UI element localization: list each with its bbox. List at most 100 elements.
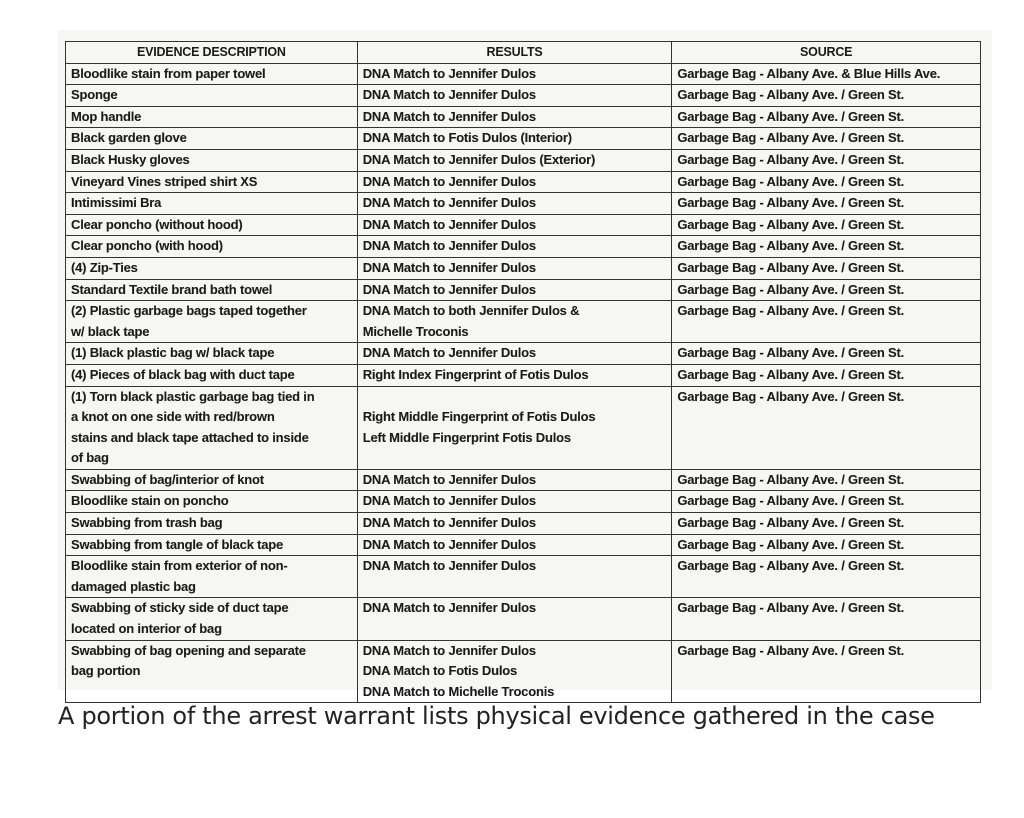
table-row: Clear poncho (without hood) DNA Match to … — [65, 213, 981, 237]
cell-line: DNA Match to both Jennifer Dulos & — [362, 303, 580, 319]
cell-line: Garbage Bag - Albany Ave. / Green St. — [677, 173, 905, 189]
table-row: Black Husky gloves DNA Match to Jennifer … — [65, 148, 981, 172]
cell-line: Right Middle Fingerprint of Fotis Dulos — [362, 409, 596, 425]
cell-line: Garbage Bag - Albany Ave. / Green St. — [677, 345, 905, 361]
results-cell: DNA Match to Jennifer Dulos — [356, 235, 673, 258]
evidence-description-cell: Clear poncho (with hood) — [65, 235, 358, 258]
cell-line: (1) Black plastic bag w/ black tape — [71, 345, 275, 361]
cell-line: Intimissimi Bra — [71, 195, 162, 211]
cell-line: Garbage Bag - Albany Ave. / Green St. — [677, 151, 905, 167]
header-row: EVIDENCE DESCRIPTION RESULTS SOURCE — [65, 41, 981, 64]
evidence-description-cell: Swabbing from tangle of black tape — [65, 533, 358, 557]
cell-line: Garbage Bag - Albany Ave. / Green St. — [677, 87, 905, 103]
cell-line: (2) Plastic garbage bags taped together — [71, 303, 307, 319]
cell-line: Garbage Bag - Albany Ave. / Green St. — [677, 493, 905, 509]
cell-line: Bloodlike stain from paper towel — [71, 65, 266, 81]
cell-line: Garbage Bag - Albany Ave. / Green St. — [677, 195, 905, 211]
cell-line: DNA Match to Jennifer Dulos — [362, 238, 537, 254]
evidence-description-cell: Clear poncho (without hood) — [65, 213, 358, 237]
evidence-description-cell: Swabbing from trash bag — [65, 512, 358, 535]
source-cell: Garbage Bag - Albany Ave. / Green St. — [671, 533, 981, 557]
table-row: (1) Torn black plastic garbage bag tied … — [65, 385, 981, 470]
cell-line: Standard Textile brand bath towel — [71, 281, 273, 297]
cell-line: Swabbing of bag/interior of knot — [71, 471, 264, 487]
cell-line: Garbage Bag - Albany Ave. / Green St. — [677, 303, 905, 319]
cell-line: DNA Match to Jennifer Dulos — [362, 515, 537, 531]
results-cell: DNA Match to Jennifer Dulos — [356, 512, 673, 535]
cell-line: Garbage Bag - Albany Ave. / Green St. — [677, 281, 905, 297]
source-cell: Garbage Bag - Albany Ave. / Green St. — [671, 235, 981, 258]
cell-line: Garbage Bag - Albany Ave. / Green St. — [677, 216, 905, 232]
table-row: Intimissimi Bra DNA Match to Jennifer Dul… — [65, 192, 981, 215]
results-cell: DNA Match to Jennifer Dulos — [356, 105, 673, 129]
cell-line: DNA Match to Jennifer Dulos — [362, 216, 537, 232]
cell-line: Black garden glove — [71, 130, 187, 146]
source-cell: Garbage Bag - Albany Ave. / Green St. — [671, 105, 981, 129]
table-row: Bloodlike stain from paper towel DNA Matc… — [65, 62, 981, 86]
cell-line: DNA Match to Jennifer Dulos — [362, 493, 537, 509]
cell-line: Michelle Troconis — [362, 323, 469, 339]
cell-line: bag portion — [71, 663, 141, 679]
evidence-description-cell: (1) Torn black plastic garbage bag tied … — [65, 385, 358, 470]
source-cell: Garbage Bag - Albany Ave. / Green St. — [671, 256, 981, 280]
cell-line: Right Index Fingerprint of Fotis Dulos — [362, 366, 589, 382]
cell-line: Swabbing of bag opening and separate — [71, 642, 306, 658]
cell-line: Clear poncho (without hood) — [71, 216, 243, 232]
cell-line: DNA Match to Jennifer Dulos (Exterior) — [362, 151, 596, 167]
cell-line: of bag — [71, 450, 109, 466]
evidence-description-cell: Bloodlike stain on poncho — [65, 490, 358, 514]
cell-line: Bloodlike stain from exterior of non- — [71, 558, 288, 574]
source-cell: Garbage Bag - Albany Ave. / Green St. — [671, 385, 981, 470]
evidence-description-cell: Swabbing of bag/interior of knot — [65, 468, 358, 492]
cell-line: DNA Match to Michelle Troconis — [362, 683, 555, 699]
table-row: (1) Black plastic bag w/ black tape DNA M… — [65, 342, 981, 365]
cell-line: Garbage Bag - Albany Ave. / Green St. — [677, 536, 905, 552]
cell-line: Swabbing from trash bag — [71, 515, 223, 531]
evidence-description-cell: Black garden glove — [65, 127, 358, 150]
source-cell: Garbage Bag - Albany Ave. / Green St. — [671, 597, 981, 641]
cell-line: DNA Match to Jennifer Dulos — [362, 173, 537, 189]
cell-line: located on interior of bag — [71, 621, 222, 637]
source-cell: Garbage Bag - Albany Ave. / Green St. — [671, 490, 981, 514]
cell-line: DNA Match to Fotis Dulos (Interior) — [362, 130, 572, 146]
evidence-description-cell: Bloodlike stain from paper towel — [65, 62, 358, 86]
evidence-table: EVIDENCE DESCRIPTION RESULTS SOURCE Bloo… — [65, 41, 981, 704]
table-row: Vineyard Vines striped shirt XS DNA Match… — [65, 170, 981, 194]
results-cell: DNA Match to Jennifer Dulos — [356, 213, 673, 237]
results-cell: DNA Match to Fotis Dulos (Interior) — [356, 127, 673, 150]
evidence-description-cell: Swabbing of sticky side of duct tape loca… — [65, 597, 358, 641]
cell-line: Swabbing from tangle of black tape — [71, 536, 284, 552]
results-cell: DNA Match to Jennifer Dulos (Exterior) — [356, 148, 673, 172]
evidence-description-cell: (4) Zip-Ties — [65, 256, 358, 280]
cell-line: (4) Pieces of black bag with duct tape — [71, 366, 295, 382]
cell-line: Garbage Bag - Albany Ave. / Green St. — [677, 108, 905, 124]
cell-line: (1) Torn black plastic garbage bag tied … — [71, 388, 315, 404]
cell-line: Garbage Bag - Albany Ave. / Green St. — [677, 471, 905, 487]
header-results: RESULTS — [356, 41, 673, 64]
cell-line: DNA Match to Jennifer Dulos — [362, 600, 537, 616]
source-cell: Garbage Bag - Albany Ave. / Green St. — [671, 127, 981, 150]
source-cell: Garbage Bag - Albany Ave. / Green St. — [671, 84, 981, 107]
header-evidence-description: EVIDENCE DESCRIPTION — [65, 41, 358, 64]
evidence-description-cell: (2) Plastic garbage bags taped together w… — [65, 300, 358, 344]
results-cell: DNA Match to Jennifer Dulos — [356, 192, 673, 215]
cell-line: DNA Match to Jennifer Dulos — [362, 281, 537, 297]
cell-line: Left Middle Fingerprint Fotis Dulos — [362, 429, 572, 445]
table-row: Swabbing from tangle of black tape DNA Ma… — [65, 533, 981, 557]
evidence-description-cell: Black Husky gloves — [65, 148, 358, 172]
table-row: Bloodlike stain from exterior of non-dam… — [65, 555, 981, 599]
cell-line: Garbage Bag - Albany Ave. / Green St. — [677, 600, 905, 616]
evidence-description-cell: Vineyard Vines striped shirt XS — [65, 170, 358, 194]
evidence-description-cell: Bloodlike stain from exterior of non-dam… — [65, 555, 358, 599]
results-cell: DNA Match to Jennifer Dulos — [356, 278, 673, 302]
cell-line: Swabbing of sticky side of duct tape — [71, 600, 289, 616]
table-row: (4) Pieces of black bag with duct tape Ri… — [65, 363, 981, 387]
results-cell: DNA Match to Jennifer Dulos — [356, 170, 673, 194]
results-cell: DNA Match to Jennifer Dulos DNA Match to … — [356, 639, 673, 704]
cell-line: DNA Match to Jennifer Dulos — [362, 259, 537, 275]
results-cell: DNA Match to Jennifer Dulos — [356, 597, 673, 641]
cell-line: Garbage Bag - Albany Ave. / Green St. — [677, 366, 905, 382]
cell-line: stains and black tape attached to inside — [71, 429, 309, 445]
cell-line: DNA Match to Jennifer Dulos — [362, 558, 537, 574]
cell-line: Garbage Bag - Albany Ave. / Green St. — [677, 388, 905, 404]
